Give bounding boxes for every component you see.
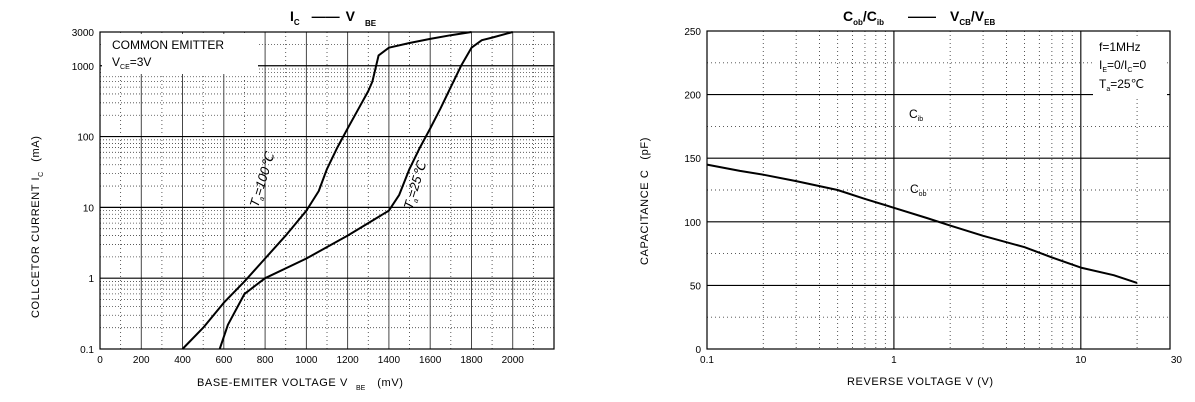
plot-frame bbox=[706, 30, 1171, 350]
capacitance-series bbox=[706, 163, 1138, 284]
frequency-condition: f=1MHz bbox=[1099, 40, 1141, 54]
x-tick-label: 1400 bbox=[378, 355, 401, 366]
x-tick-label: 10 bbox=[1075, 355, 1087, 366]
series-label-ta-25: Ta=25℃ bbox=[401, 159, 432, 212]
ic-vbe-series bbox=[181, 31, 513, 350]
x-tick-label: 400 bbox=[174, 355, 191, 366]
ic-vbe-axes bbox=[99, 31, 555, 350]
vce-condition: VCE=3V bbox=[112, 55, 151, 71]
y-tick-label: 100 bbox=[684, 218, 701, 229]
y-tick-label: 50 bbox=[690, 281, 702, 292]
ic-vbe-tick-labels: 0 200 400 600 800 1000 1200 1400 1600 1800 2000 0.1… bbox=[72, 28, 525, 366]
common-emitter-box bbox=[102, 34, 258, 74]
current-condition: IE=0/IC=0 bbox=[1099, 58, 1146, 74]
x-tick-label: 1 bbox=[891, 355, 897, 366]
temperature-condition: Ta=25℃ bbox=[1099, 77, 1144, 93]
x-tick-label: 30 bbox=[1171, 355, 1183, 366]
x-tick-label: 600 bbox=[215, 355, 232, 366]
y-tick-label: 0.1 bbox=[80, 345, 94, 356]
capacitance-x-axis-label: REVERSE VOLTAGE V (V) bbox=[847, 376, 994, 388]
capacitance-y-axis-label: CAPACITANCE C(pF) bbox=[639, 137, 651, 265]
y-tick-label: 200 bbox=[684, 91, 701, 102]
capacitance-tick-labels: 0.1 1 10 30 0 50 100 150 200 250 bbox=[684, 27, 1182, 366]
x-tick-label: 800 bbox=[257, 355, 274, 366]
capacitance-chart: 0.1 1 10 30 0 50 100 150 200 250 f=1MHz IE=0/IC=0… bbox=[639, 8, 1182, 388]
capacitance-condition-box bbox=[1093, 37, 1167, 97]
plot-frame bbox=[99, 31, 555, 350]
y-tick-label: 10 bbox=[83, 203, 95, 214]
x-tick-label: 0.1 bbox=[700, 355, 714, 366]
y-tick-label: 150 bbox=[684, 154, 701, 165]
ic-vbe-title: IC —— V BE bbox=[290, 8, 377, 28]
x-tick-label: 1000 bbox=[295, 355, 318, 366]
ic-vbe-chart: 0 200 400 600 800 1000 1200 1400 1600 1800 2000 0.1… bbox=[30, 8, 555, 392]
series-line-cob bbox=[706, 163, 1138, 284]
series-label-ta-100: Ta=100℃ bbox=[247, 150, 280, 210]
ic-vbe-x-axis-label: BASE-EMITER VOLTAGE V BE (mV) bbox=[197, 377, 404, 392]
x-tick-label: 1800 bbox=[460, 355, 483, 366]
x-tick-label: 0 bbox=[97, 355, 103, 366]
capacitance-axes bbox=[706, 30, 1171, 350]
y-tick-label: 250 bbox=[684, 27, 701, 38]
x-tick-label: 200 bbox=[133, 355, 150, 366]
y-tick-label: 1000 bbox=[72, 62, 95, 73]
y-tick-label: 1 bbox=[88, 274, 94, 285]
ic-vbe-grid bbox=[100, 32, 554, 349]
ic-vbe-y-axis-label: COLLCETOR CURRENT IC(mA) bbox=[30, 136, 45, 318]
series-line-ta-25 bbox=[218, 31, 513, 350]
curve-label-cib: Cib bbox=[909, 107, 923, 123]
x-tick-label: 2000 bbox=[502, 355, 525, 366]
curve-label-cob: Cob bbox=[910, 182, 927, 198]
y-tick-label: 0 bbox=[695, 345, 701, 356]
y-tick-label: 100 bbox=[77, 133, 94, 144]
x-tick-label: 1200 bbox=[337, 355, 360, 366]
y-tick-label: 3000 bbox=[72, 28, 95, 39]
capacitance-title: Cob/Cib —— VCB/VEB bbox=[843, 8, 995, 27]
series-line-ta-100 bbox=[181, 31, 472, 350]
common-emitter-label: COMMON EMITTER bbox=[112, 38, 224, 52]
x-tick-label: 1600 bbox=[419, 355, 442, 366]
